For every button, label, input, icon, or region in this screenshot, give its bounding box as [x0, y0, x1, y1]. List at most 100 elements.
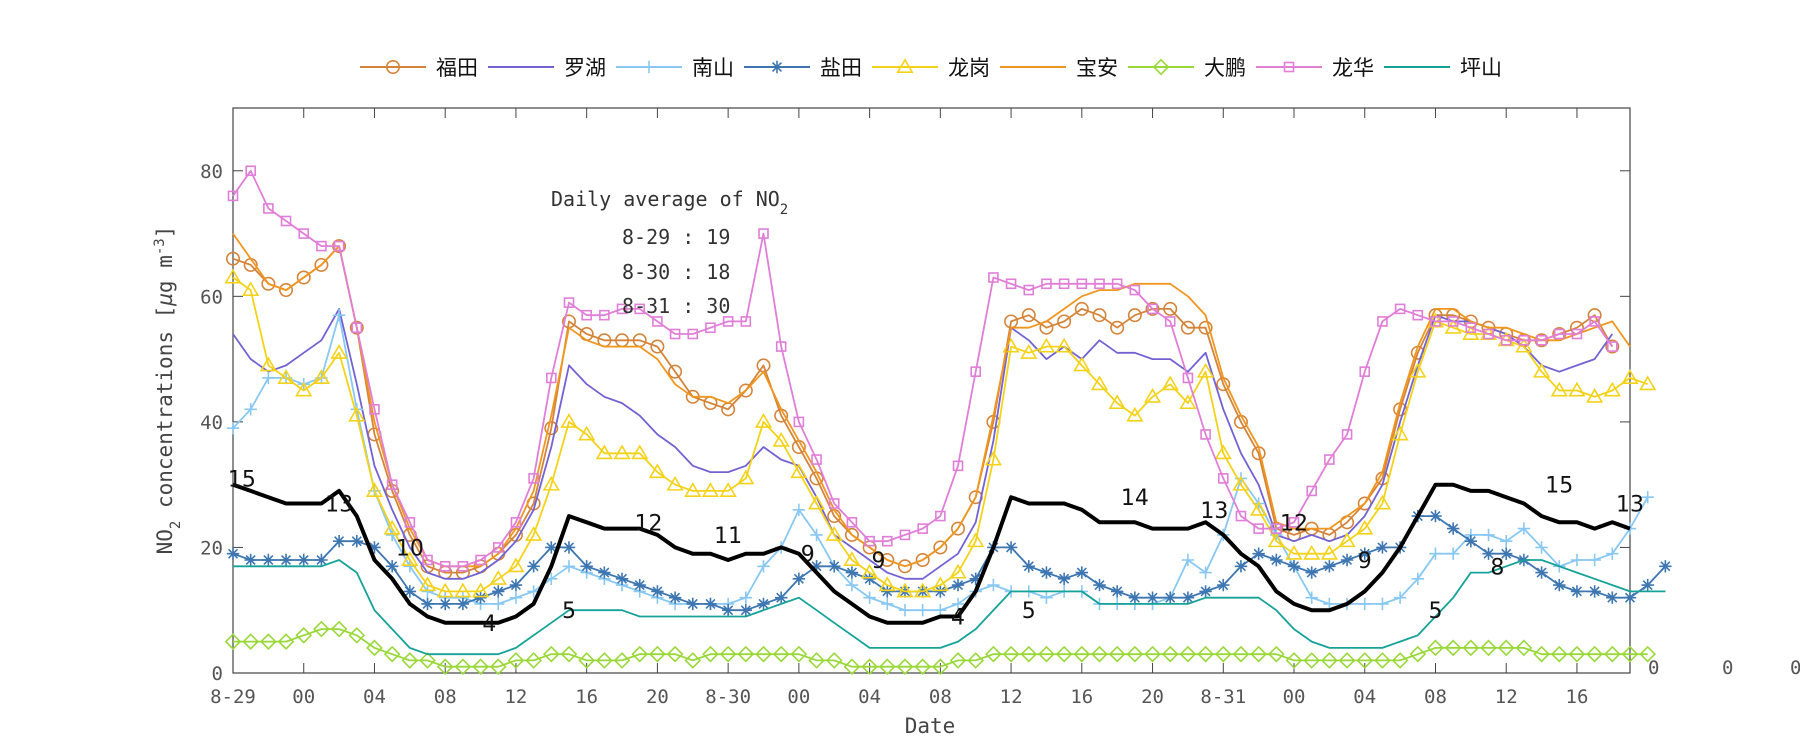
data-point [899, 529, 911, 541]
data-point [1020, 645, 1038, 663]
x-tick-label: 20 [1141, 686, 1164, 708]
data-point [562, 560, 576, 573]
data-point [471, 582, 490, 598]
data-point [1621, 645, 1639, 663]
data-point [914, 582, 932, 598]
data-point [1306, 485, 1317, 497]
data-point [666, 475, 684, 491]
data-point [1356, 519, 1374, 535]
daily-average-annotation: Daily average of NO2 8-29 : 19 8-30 : 18… [551, 187, 788, 318]
data-point [436, 582, 454, 598]
data-point [350, 534, 363, 548]
data-point [1143, 387, 1162, 403]
data-point [1108, 645, 1126, 663]
contour-label: 13 [325, 493, 353, 518]
x-tick-label: 12 [504, 686, 527, 708]
legend-item: 大鹏 [1128, 56, 1246, 80]
data-point [807, 494, 826, 510]
data-point [613, 444, 631, 460]
x-tick-label: 08 [434, 686, 457, 708]
series-line [232, 169, 1614, 568]
data-point [439, 597, 452, 611]
x-axis-title: Date [905, 714, 956, 738]
data-point [774, 591, 788, 604]
data-point [863, 591, 876, 604]
data-point [845, 578, 859, 592]
legend: 福田 罗湖 南山 盐田 龙岗 宝安 大鹏 龙华 坪山 [360, 56, 1502, 80]
data-point [988, 272, 999, 283]
data-point [1376, 541, 1389, 554]
data-point [1535, 541, 1548, 554]
y-tick-label: 20 [200, 537, 223, 559]
data-point [896, 658, 914, 676]
contour-label: 13 [1616, 493, 1644, 518]
legend-label: 盐田 [820, 56, 862, 80]
data-point [633, 578, 646, 592]
data-point [933, 540, 948, 555]
data-point [1057, 572, 1071, 586]
data-point [1037, 337, 1056, 353]
data-point [1321, 652, 1338, 669]
data-point [754, 413, 773, 428]
data-point [987, 578, 1000, 592]
data-point [1550, 645, 1568, 663]
data-point [1532, 362, 1551, 378]
data-point [1073, 645, 1091, 663]
data-point [1093, 578, 1106, 592]
data-point [652, 316, 663, 327]
data-point [456, 597, 470, 611]
data-point [1250, 500, 1268, 516]
data-point [295, 381, 313, 397]
legend-marker [1283, 61, 1295, 73]
data-point [1358, 597, 1371, 611]
data-point [686, 597, 699, 611]
data-point [1465, 322, 1477, 334]
data-point [844, 527, 859, 542]
data-point [934, 604, 947, 617]
data-point [421, 597, 434, 611]
legend-item: 龙岗 [872, 56, 990, 80]
data-point [1659, 560, 1672, 573]
right-label-2: 0 [1722, 657, 1733, 679]
x-tick-label: 8-31 [1200, 686, 1246, 708]
data-point [510, 517, 522, 528]
x-tick-label: 04 [858, 686, 881, 708]
data-point [401, 551, 419, 566]
data-point [1427, 639, 1444, 657]
data-point [1553, 578, 1566, 592]
legend-label: 宝安 [1076, 56, 1118, 80]
data-point [1430, 316, 1441, 327]
data-point [739, 604, 753, 617]
data-point [649, 645, 666, 663]
data-point [1444, 639, 1462, 657]
data-point [279, 553, 293, 567]
right-label-3: 0 [1790, 657, 1800, 679]
contour-label: 13 [1200, 499, 1228, 524]
data-point [1002, 645, 1020, 663]
data-point [1234, 560, 1248, 573]
data-point [1500, 334, 1512, 346]
data-point [897, 559, 912, 574]
data-point [312, 369, 331, 384]
data-point [1200, 429, 1211, 440]
data-point [1040, 566, 1053, 579]
data-point [1641, 491, 1654, 504]
data-point [1409, 362, 1427, 378]
data-point [280, 215, 292, 227]
data-point [1568, 645, 1586, 663]
data-point [332, 308, 346, 322]
data-point [1482, 547, 1495, 560]
data-point [259, 356, 277, 372]
data-point [1338, 532, 1356, 548]
data-point [596, 652, 613, 669]
data-point [916, 604, 929, 617]
data-point [881, 585, 894, 598]
data-point [1038, 645, 1055, 663]
data-point [474, 591, 487, 604]
data-point [242, 281, 260, 297]
data-point [422, 554, 433, 566]
data-point [1409, 645, 1427, 663]
series-龙华 [227, 165, 1618, 572]
data-point [1359, 366, 1371, 377]
